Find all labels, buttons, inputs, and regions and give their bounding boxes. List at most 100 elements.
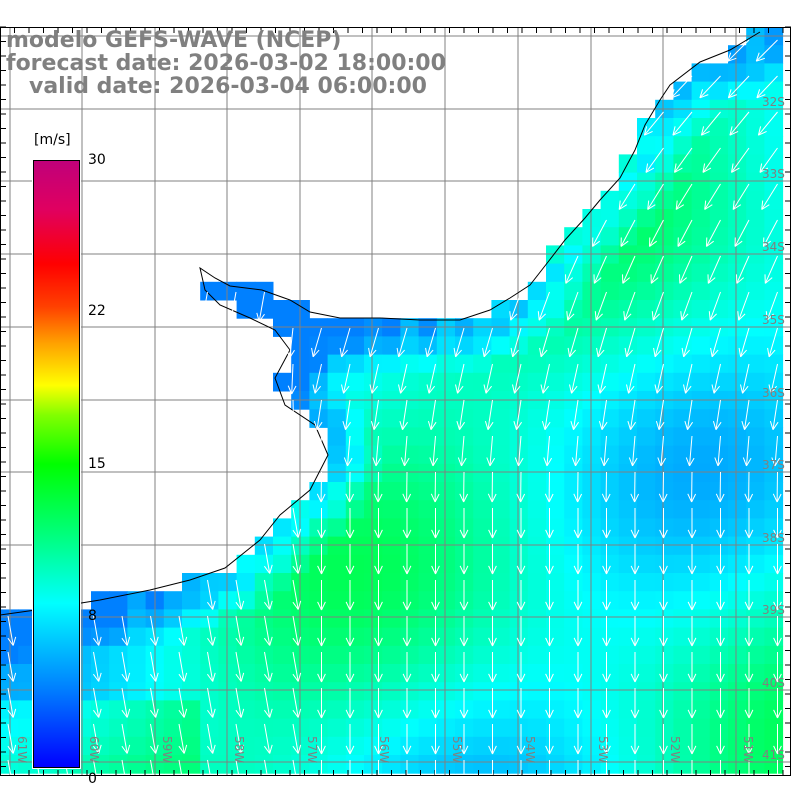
wind-arrow (312, 363, 322, 394)
longitude-label: 55W (450, 736, 464, 763)
wind-speed-cell (691, 281, 711, 301)
wind-speed-cell (728, 263, 747, 283)
wind-speed-cell (309, 718, 329, 738)
wind-speed-cell (473, 318, 492, 337)
wind-speed-cell (491, 354, 511, 374)
wind-speed-cell (291, 718, 310, 738)
wind-speed-cell (546, 245, 565, 265)
wind-arrow (459, 652, 469, 683)
wind-speed-cell (400, 627, 420, 647)
wind-speed-cell (109, 718, 128, 738)
wind-arrow (486, 435, 496, 467)
wind-arrow (429, 435, 439, 467)
wind-arrow (712, 399, 722, 430)
wind-speed-cell (382, 755, 401, 774)
wind-arrow (630, 724, 640, 755)
wind-speed-cell (509, 755, 529, 774)
wind-speed-cell (273, 682, 292, 701)
wind-speed-cell (291, 300, 310, 319)
wind-speed-cell (273, 573, 292, 592)
wind-speed-cell (491, 372, 511, 392)
wind-speed-cell (473, 482, 492, 501)
wind-speed-cell (637, 463, 656, 483)
wind-speed-cell (436, 372, 456, 392)
wind-speed-cell (309, 645, 329, 665)
wind-arrow (630, 471, 640, 503)
wind-arrow (178, 615, 188, 646)
wind-speed-cell (637, 318, 656, 337)
wind-speed-cell (673, 591, 693, 610)
wind-speed-cell (764, 354, 784, 374)
wind-arrow (487, 471, 497, 503)
wind-arrow (316, 471, 326, 503)
wind-speed-cell (618, 318, 638, 337)
wind-speed-cell (491, 573, 511, 592)
wind-arrow (627, 399, 637, 430)
wind-arrow (457, 435, 467, 467)
wind-speed-cell (673, 609, 693, 629)
wind-arrow (651, 291, 664, 321)
wind-speed-cell (382, 354, 401, 374)
wind-speed-cell (673, 354, 693, 374)
wind-speed-cell (691, 445, 711, 465)
wind-arrow (773, 544, 782, 575)
wind-speed-cell (527, 318, 547, 337)
wind-speed-cell (691, 645, 711, 665)
wind-arrow (431, 616, 440, 647)
wind-speed-cell (564, 700, 583, 720)
wind-speed-cell (182, 700, 201, 720)
wind-arrow (654, 363, 664, 394)
wind-speed-cell (455, 354, 474, 374)
wind-speed-cell (637, 300, 656, 319)
wind-arrow (121, 723, 131, 754)
wind-arrow (659, 724, 668, 755)
wind-arrow (315, 435, 325, 467)
wind-arrow (263, 543, 273, 574)
wind-speed-cell (637, 209, 656, 228)
wind-speed-cell (691, 609, 711, 629)
wind-arrow (317, 652, 326, 683)
wind-speed-cell (491, 518, 511, 538)
wind-arrow (317, 508, 326, 539)
wind-speed-cell (345, 645, 365, 665)
wind-arrow (620, 219, 636, 247)
wind-speed-cell (236, 573, 256, 592)
wind-arrow (771, 435, 781, 467)
wind-arrow (235, 615, 245, 646)
wind-arrow (516, 616, 526, 647)
wind-speed-cell (546, 409, 565, 428)
wind-speed-cell (637, 609, 656, 629)
wind-speed-cell (236, 609, 256, 629)
wind-arrow (516, 544, 526, 575)
wind-speed-cell (691, 318, 711, 337)
wind-arrow (573, 724, 583, 755)
wind-arrow (7, 759, 17, 790)
wind-speed-cell (728, 81, 747, 101)
wind-speed-cell (327, 700, 347, 720)
wind-arrow (256, 291, 265, 322)
wind-speed-cell (600, 664, 620, 683)
wind-speed-cell (309, 664, 329, 683)
wind-speed-cell (564, 245, 583, 265)
wind-speed-cell (527, 609, 547, 629)
wind-speed-cell (109, 664, 128, 683)
wind-speed-cell (309, 591, 329, 610)
wind-arrow (235, 579, 245, 610)
wind-speed-cell (200, 281, 219, 301)
wind-arrow (484, 399, 494, 430)
wind-speed-cell (509, 664, 529, 683)
latitude-label: 32S (762, 95, 785, 109)
wind-speed-cell (582, 536, 602, 556)
wind-speed-cell (618, 427, 638, 447)
wind-arrow (708, 291, 721, 321)
wind-speed-cell (400, 755, 420, 774)
wind-speed-cell (345, 336, 365, 356)
wind-speed-cell (491, 482, 511, 501)
wind-arrow (737, 291, 750, 321)
wind-speed-cell (746, 536, 765, 556)
wind-speed-cell (691, 409, 711, 428)
wind-speed-cell (345, 609, 365, 629)
wind-speed-cell (509, 354, 529, 374)
wind-arrow (571, 435, 581, 467)
wind-speed-cell (345, 536, 365, 556)
